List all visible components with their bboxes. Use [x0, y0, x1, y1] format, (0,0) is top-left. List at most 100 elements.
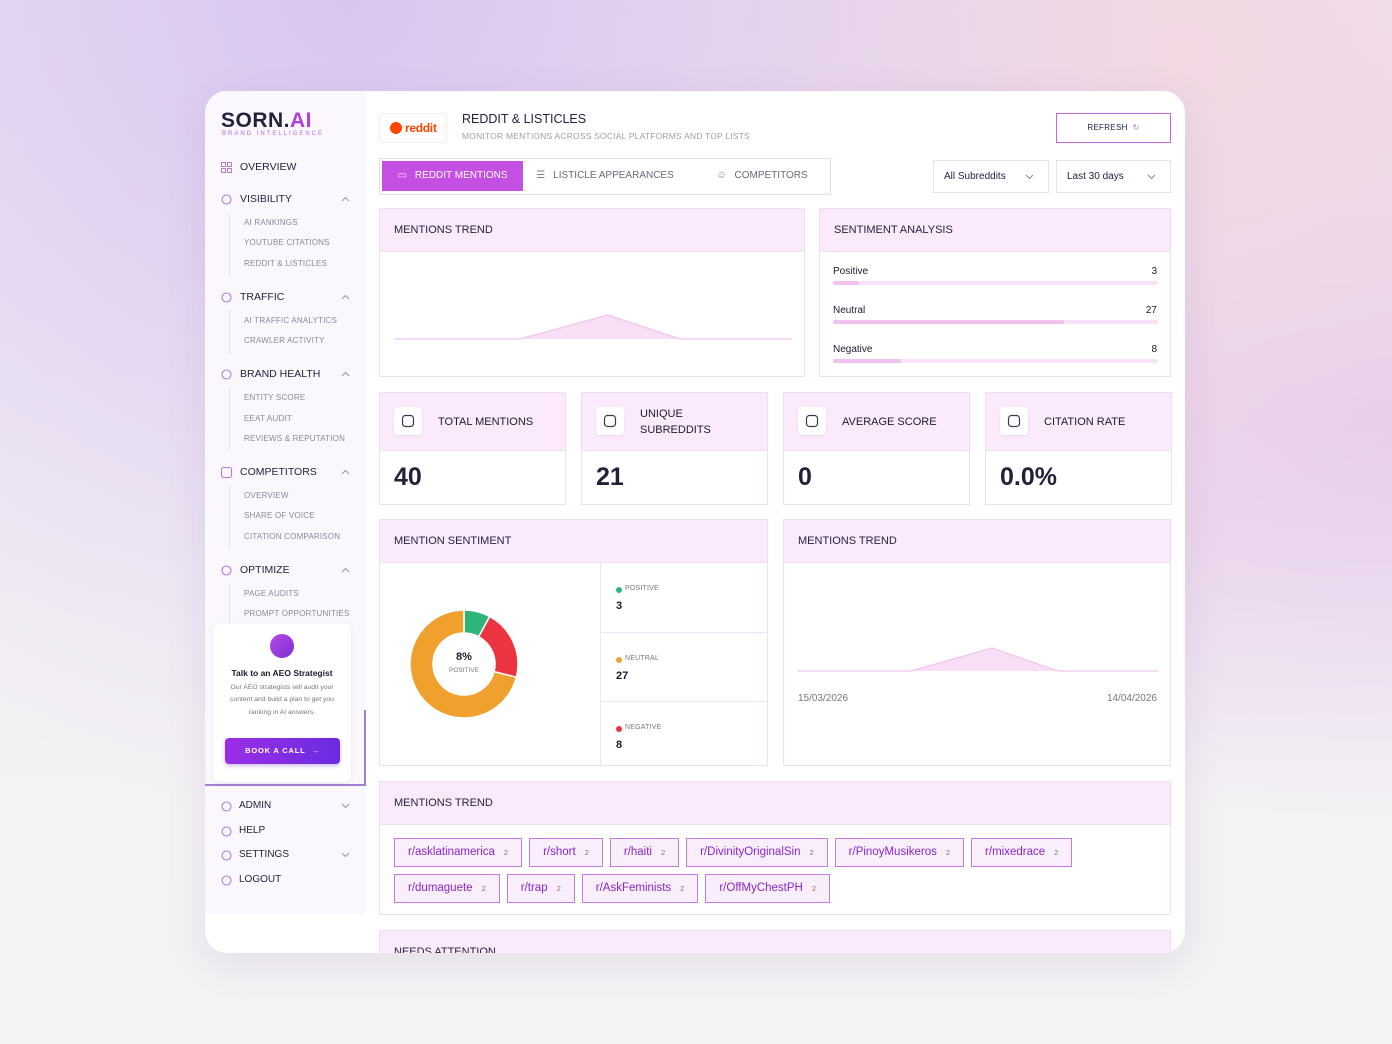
icon: [221, 825, 232, 837]
panel-title: SENTIMENT ANALYSIS: [834, 224, 953, 236]
subreddit-tag[interactable]: r/AskFeminists 2: [581, 874, 699, 903]
subreddit-count: 2: [811, 884, 817, 893]
tab[interactable]: ☰ LISTICLE APPEARANCES: [525, 161, 685, 191]
chevron: [1025, 174, 1034, 180]
tab-label: REDDIT MENTIONS: [414, 170, 508, 181]
nav-subitem[interactable]: SHARE OF VOICE: [244, 511, 315, 521]
nav-subitem[interactable]: CITATION COMPARISON: [244, 531, 341, 541]
reddit-logo-box: reddit: [379, 113, 447, 143]
nav-item[interactable]: BRAND HEALTH: [240, 368, 321, 381]
footer-nav-item[interactable]: ADMIN: [239, 800, 272, 811]
nav-subitem[interactable]: PROMPT OPPORTUNITIES: [244, 609, 350, 619]
subreddit-count: 2: [680, 884, 685, 893]
icon-part: [1007, 414, 1021, 428]
filter-label: Last 30 days: [1067, 171, 1124, 182]
refresh-icon: ↻: [1132, 123, 1140, 132]
sidebar-accent: [364, 710, 366, 786]
trend-end-date: 14/04/2026: [1106, 693, 1157, 704]
chevron: [341, 567, 350, 573]
tab-icon: ☰: [536, 170, 546, 181]
donut-center-value: 8%: [456, 651, 472, 663]
trend-start-date: 15/03/2026: [798, 693, 849, 704]
nav-item[interactable]: TRAFFIC: [240, 290, 285, 303]
footer-nav-item[interactable]: HELP: [239, 824, 266, 836]
subreddit-tag[interactable]: r/dumaguete 2: [394, 874, 500, 903]
icon: [220, 466, 233, 479]
subreddit-tag[interactable]: r/short 2: [529, 838, 603, 867]
footer-nav-item[interactable]: LOGOUT: [239, 873, 282, 885]
nav-subitem[interactable]: AI TRAFFIC ANALYTICS: [244, 315, 338, 325]
icon-part: [220, 466, 233, 479]
legend-dot: [616, 656, 622, 663]
nav-subitem[interactable]: EEAT AUDIT: [244, 413, 292, 423]
nav-subitem[interactable]: ENTITY SCORE: [244, 393, 306, 403]
icon: [221, 369, 232, 380]
icon-part: [221, 825, 232, 837]
submenu-line: [229, 583, 230, 627]
icon: [221, 194, 232, 205]
subreddit-tag[interactable]: r/haiti 2: [609, 838, 680, 867]
subreddit-tag[interactable]: r/PinoyMusikeros 2: [834, 838, 965, 867]
nav-subitem[interactable]: REDDIT & LISTICLES: [244, 258, 328, 268]
refresh-button[interactable]: REFRESH ↻: [1056, 113, 1171, 143]
tab-active[interactable]: ▭ REDDIT MENTIONS: [382, 161, 523, 191]
nav-item[interactable]: COMPETITORS: [240, 466, 317, 478]
icon: [221, 801, 232, 812]
logo-accent: AI: [290, 109, 313, 132]
legend-label: POSITIVE: [625, 585, 659, 592]
filter-dropdown[interactable]: All Subreddits: [933, 160, 1049, 193]
nav-item[interactable]: OPTIMIZE: [240, 563, 290, 576]
subreddit-count: 2: [503, 848, 509, 857]
nav-subitem[interactable]: AI RANKINGS: [244, 218, 298, 227]
sentiment-track: [833, 281, 1158, 285]
stat-value: 21: [596, 463, 624, 491]
nav-subitem[interactable]: REVIEWS & REPUTATION: [244, 434, 346, 443]
nav-item[interactable]: VISIBILITY: [240, 193, 292, 205]
tagline: BRAND INTELLIGENCE: [222, 131, 325, 137]
row-divider: [601, 701, 767, 702]
nav-subitem[interactable]: CRAWLER ACTIVITY: [244, 336, 325, 346]
logo: SORN.AI: [221, 109, 312, 133]
panel-header: [820, 209, 1170, 252]
chevron-line: [1147, 174, 1156, 180]
page-subtitle: MONITOR MENTIONS ACROSS SOCIAL PLATFORMS…: [462, 131, 750, 141]
chevron-line: [1025, 174, 1034, 180]
subreddit-tag[interactable]: r/DivinityOriginalSin 2: [686, 838, 828, 867]
cta-button-arrow: →: [311, 746, 320, 755]
icon: [805, 414, 819, 428]
subreddit-tag[interactable]: r/mixedrace 2: [971, 838, 1073, 867]
stat-icon: [1000, 407, 1028, 435]
subreddit-tag[interactable]: r/trap 2: [506, 874, 575, 903]
trend-stroke: [394, 314, 792, 340]
nav-item[interactable]: OVERVIEW: [240, 161, 297, 173]
chevron: [341, 803, 350, 809]
logo-text: SORN.: [221, 109, 291, 132]
icon-part: [221, 565, 232, 576]
submenu-line: [229, 486, 230, 549]
stat-label: UNIQUE SUBREDDITS: [640, 408, 711, 436]
cta-icon: [270, 634, 294, 658]
filter-dropdown[interactable]: Last 30 days: [1056, 160, 1171, 193]
subreddit-name: r/trap: [520, 882, 548, 894]
cta-button[interactable]: BOOK A CALL →: [225, 738, 340, 764]
subreddit-tag[interactable]: r/OffMyChestPH 2: [705, 874, 831, 903]
footer-nav-item[interactable]: SETTINGS: [239, 849, 290, 860]
subreddit-name: r/short: [543, 846, 576, 858]
nav-subitem[interactable]: YOUTUBE CITATIONS: [244, 238, 330, 248]
trend-line: [798, 647, 1158, 672]
submenu-line: [229, 213, 230, 276]
submenu-line: [229, 310, 230, 354]
page-title: REDDIT & LISTICLES: [462, 112, 587, 126]
panel-title: NEEDS ATTENTION: [394, 946, 496, 953]
nav-subitem[interactable]: OVERVIEW: [244, 491, 289, 500]
subreddit-name: r/PinoyMusikeros: [848, 846, 937, 858]
icon: [603, 414, 617, 428]
chevron: [341, 852, 350, 858]
tab[interactable]: ☺ COMPETITORS: [702, 161, 822, 191]
mention-sentiment-panel: MENTION SENTIMENT 8% POSITIVE POSITIVE 3 NEUT…: [379, 519, 768, 766]
sentiment-list-divider: [600, 562, 601, 765]
nav-subitem[interactable]: PAGE AUDITS: [244, 588, 299, 598]
mentions-trend-chart-panel: MENTIONS TREND 15/03/2026 14/04/2026: [783, 519, 1171, 766]
subreddit-tag[interactable]: r/asklatinamerica 2: [394, 838, 523, 867]
stat-icon: [798, 407, 826, 435]
